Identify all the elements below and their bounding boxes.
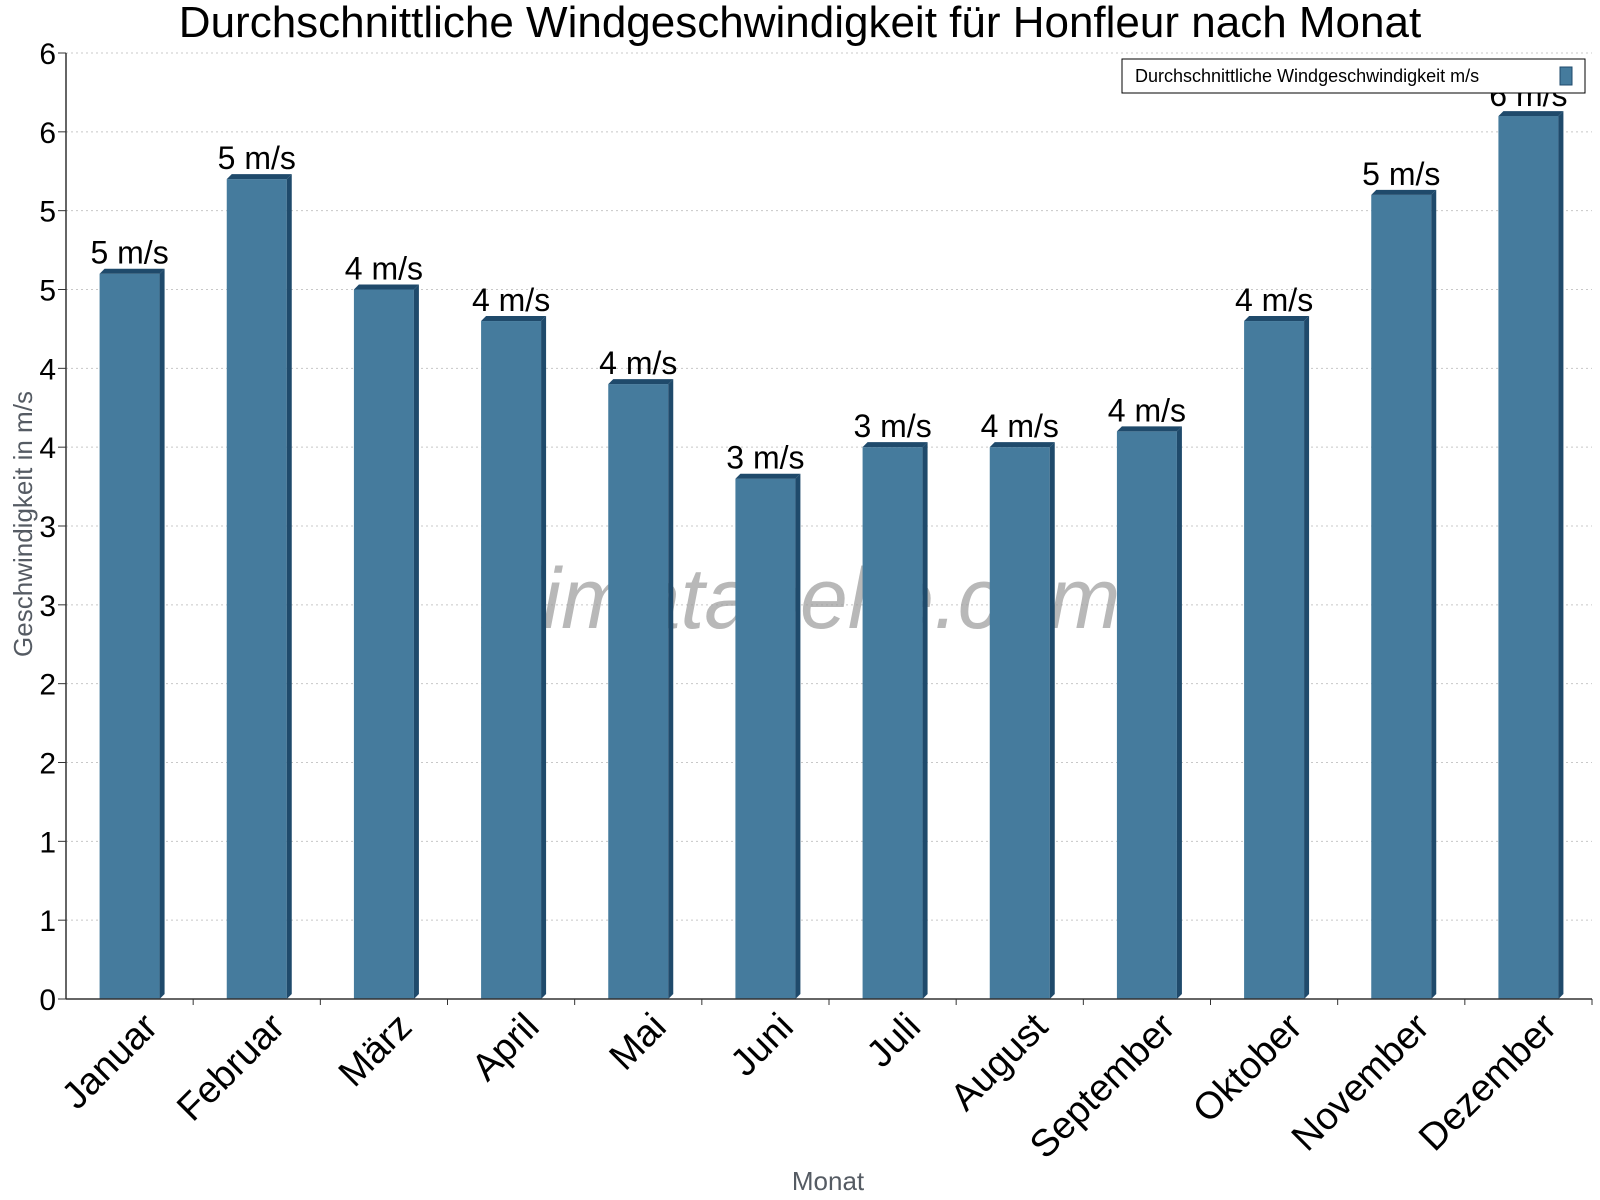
y-tick-label: 6 (39, 38, 56, 71)
data-labels: 5 m/s 5 m/s 4 m/s 4 m/s 4 m/s 3 m/s 3 m/s 4 m/s… (90, 77, 1567, 476)
x-tick-label: November (1284, 1005, 1438, 1159)
bar-top (735, 473, 801, 479)
bar-face (481, 321, 542, 999)
bar-side (159, 268, 165, 999)
x-tick-label: März (331, 1006, 420, 1095)
y-tick-label: 5 (39, 275, 56, 308)
bar-side (668, 379, 674, 1000)
bar-top (226, 174, 292, 180)
y-tick-label: 3 (39, 511, 56, 544)
bar-september (1116, 426, 1182, 999)
bar-face (862, 447, 923, 1000)
bar-side (922, 442, 928, 1000)
bar-top (1498, 111, 1564, 117)
x-tick-label: August (943, 1005, 1057, 1119)
y-tick-label: 1 (39, 905, 56, 938)
x-tick-label: Juni (723, 1006, 802, 1085)
bar-top (608, 379, 674, 385)
bar-side (1558, 111, 1564, 1000)
bar-face (1498, 116, 1559, 1000)
x-tick-label: Januar (54, 1005, 166, 1117)
bar-face (226, 179, 287, 1000)
data-label: 4 m/s (1235, 282, 1313, 318)
bar-side (541, 316, 547, 999)
x-tick-label: Oktober (1185, 1005, 1311, 1131)
bar-face (353, 289, 414, 999)
data-label: 4 m/s (599, 345, 677, 381)
bar-face (1116, 431, 1177, 999)
x-tick-label: Juli (859, 1006, 929, 1076)
bar-november (1371, 189, 1437, 999)
bar-top (1116, 426, 1182, 432)
bar-face (608, 384, 669, 1000)
data-label: 4 m/s (1108, 392, 1186, 428)
bar-juni (735, 473, 801, 999)
data-label: 3 m/s (726, 440, 804, 476)
legend: Durchschnittliche Windgeschwindigkeit m/… (1121, 58, 1586, 94)
bar-face (989, 447, 1050, 1000)
legend-swatch (1559, 66, 1573, 86)
bar-januar (99, 268, 165, 999)
x-axis-label: Monat (792, 1166, 865, 1196)
bar-top (862, 442, 928, 448)
data-label: 5 m/s (218, 140, 296, 176)
y-tick-label: 2 (39, 669, 56, 702)
grid-lines (66, 52, 1592, 921)
bar-face (1244, 321, 1305, 999)
bar-side (1176, 426, 1182, 999)
bar-face (735, 478, 796, 999)
x-tick-label: Mai (602, 1006, 675, 1079)
bar-top (989, 442, 1055, 448)
data-label: 3 m/s (853, 408, 931, 444)
bar-mai (608, 379, 674, 1000)
y-tick-label: 4 (39, 432, 56, 465)
bar-side (1049, 442, 1055, 1000)
bar-face (1371, 194, 1432, 999)
y-tick-label: 0 (39, 984, 56, 1017)
data-label: 4 m/s (981, 408, 1059, 444)
bar-oktober (1244, 316, 1310, 999)
bar-side (795, 473, 801, 999)
bar-top (481, 316, 547, 322)
bar-märz (353, 284, 419, 999)
data-label: 5 m/s (1362, 156, 1440, 192)
bar-august (989, 442, 1055, 1000)
legend-label: Durchschnittliche Windgeschwindigkeit m/… (1135, 66, 1479, 86)
bars (99, 111, 1564, 1000)
y-tick-label: 5 (39, 196, 56, 229)
legend-box (1121, 58, 1586, 94)
bar-side (286, 174, 292, 1000)
y-axis: 0 1 1 2 2 3 3 4 4 5 5 6 6 (39, 38, 67, 1017)
bar-side (413, 284, 419, 999)
bar-top (1371, 189, 1437, 195)
x-tick-label: April (464, 1006, 547, 1089)
data-label: 4 m/s (345, 251, 423, 287)
bar-side (1304, 316, 1310, 999)
x-axis: Januar Februar März April Mai Juni Juli AugustS… (54, 998, 1593, 1167)
bar-juli (862, 442, 928, 1000)
bar-dezember (1498, 111, 1564, 1000)
y-tick-label: 3 (39, 590, 56, 623)
bar-side (1431, 189, 1437, 999)
bar-top (1244, 316, 1310, 322)
bar-april (481, 316, 547, 999)
x-tick-label: Februar (169, 1005, 293, 1129)
data-label: 5 m/s (90, 235, 168, 271)
y-tick-label: 6 (39, 117, 56, 150)
y-tick-label: 2 (39, 748, 56, 781)
bar-februar (226, 174, 292, 1000)
data-label: 4 m/s (472, 282, 550, 318)
bar-face (99, 273, 160, 999)
y-tick-label: 4 (39, 353, 56, 386)
bar-top (99, 268, 165, 274)
chart-title: Durchschnittliche Windgeschwindigkeit fü… (179, 0, 1421, 47)
x-tick-label: Dezember (1411, 1005, 1565, 1159)
y-axis-label: Geschwindigkeit in m/s (8, 391, 38, 657)
bar-top (353, 284, 419, 290)
y-tick-label: 1 (39, 826, 56, 859)
